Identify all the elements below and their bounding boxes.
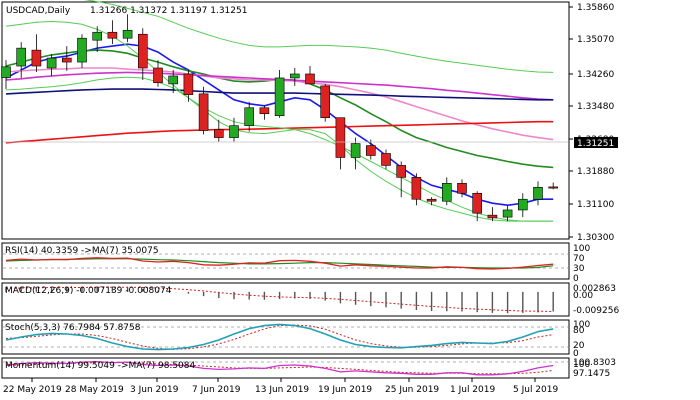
candle-body (457, 183, 467, 194)
svg-text:70: 70 (573, 254, 585, 264)
price-tick: 1.35070 (577, 35, 614, 45)
candle-body (77, 37, 87, 63)
candle-body (517, 198, 528, 211)
svg-text:0: 0 (573, 274, 579, 284)
moving-average-line (83, 0, 554, 73)
svg-text:97.1475: 97.1475 (573, 369, 610, 379)
candle-body (198, 93, 209, 131)
svg-text:0: 0 (573, 349, 579, 359)
svg-text:0.00: 0.00 (573, 291, 593, 301)
candle-body (411, 177, 422, 200)
candle-body (153, 67, 163, 84)
svg-text:100: 100 (573, 360, 590, 370)
stoch-axis: 100 80 20 0 (573, 320, 590, 359)
svg-text:30: 30 (573, 264, 585, 274)
stoch-lines (5, 323, 554, 351)
macd-axis: 0.002863 0.00 -0.009256 (573, 284, 619, 316)
stoch-k-line (5, 323, 554, 351)
macd-label: MACD(12,26,9) -0.007139 -0.008074 (5, 286, 172, 296)
price-tick: 1.35860 (577, 3, 614, 13)
candle-body (472, 192, 483, 214)
date-tick: 22 May 2019 (3, 385, 62, 395)
candle-body (441, 183, 452, 202)
svg-text:80: 80 (573, 326, 585, 336)
ohlc-readout: 1.31266 1.31372 1.31197 1.31251 (90, 6, 247, 16)
price-tick: 1.30300 (577, 233, 614, 243)
candle-body (305, 73, 315, 85)
candle-body (502, 209, 513, 218)
momentum-axis: 100.8303 100 97.1475 (573, 358, 616, 379)
candle-body (335, 117, 346, 158)
momentum-line (5, 360, 554, 376)
date-tick: 7 Jun 2019 (192, 385, 241, 395)
rsi-label: RSI(14) 40.3359 ->MA(7) 35.0075 (5, 246, 159, 256)
candle-body (107, 31, 118, 39)
svg-text:-0.009256: -0.009256 (573, 306, 619, 316)
rsi-axis: 100 70 30 0 (573, 244, 590, 284)
moving-average-line (5, 120, 554, 144)
candle-body (1, 66, 11, 78)
candle-body (365, 145, 376, 156)
moving-average-line (5, 76, 554, 222)
price-tick: 1.31880 (577, 167, 614, 177)
candle-body (16, 47, 27, 67)
candle-body (548, 186, 559, 189)
price-tick: 1.33480 (577, 102, 614, 112)
price-tick: 1.34260 (577, 70, 614, 80)
svg-text:0.002863: 0.002863 (573, 284, 616, 294)
date-tick: 5 Jul 2019 (513, 385, 558, 395)
main-title: USDCAD,Daily (6, 6, 71, 16)
date-tick: 28 May 2019 (65, 385, 124, 395)
macd-signal-line (5, 286, 554, 312)
candle-body (259, 107, 270, 115)
candle-body (138, 33, 148, 69)
date-tick: 19 Jun 2019 (318, 385, 372, 395)
candle-body (274, 77, 285, 117)
rsi-lines (5, 257, 554, 270)
candle-body (320, 85, 331, 119)
momentum-pane (1, 357, 570, 379)
macd-pane (1, 282, 570, 317)
stoch-label: Stoch(5,3,3) 76.7984 57.8758 (5, 323, 141, 333)
candle-body (214, 129, 224, 138)
rsi-pane (1, 242, 570, 280)
candle-body (487, 214, 498, 219)
date-tick: 3 Jun 2019 (130, 385, 179, 395)
candle-body (183, 73, 194, 95)
svg-text:100: 100 (573, 244, 590, 254)
candle-body (61, 57, 72, 63)
svg-text:20: 20 (573, 341, 585, 351)
current-price-box (574, 137, 618, 148)
candle-body (289, 73, 300, 79)
date-tick: 25 Jun 2019 (385, 385, 439, 395)
candle-body (168, 75, 178, 85)
date-tick: 13 Jun 2019 (255, 385, 309, 395)
stoch-pane (1, 319, 570, 355)
date-axis: 22 May 2019 28 May 2019 3 Jun 2019 7 Jun… (3, 378, 558, 395)
candles (1, 14, 559, 222)
date-tick: 1 Jul 2019 (450, 385, 495, 395)
svg-text:100: 100 (573, 320, 590, 330)
candle-body (31, 49, 42, 67)
momentum-lines (5, 360, 554, 376)
current-price-label: 1.31251 (577, 139, 614, 149)
price-pane (1, 1, 570, 240)
rsi-line (5, 257, 554, 270)
candle-body (229, 125, 239, 138)
candle-body (122, 29, 133, 39)
momentum-label: Momentum(14) 99.5049 ->MA(7) 98.5084 (5, 361, 196, 371)
candle-body (533, 186, 543, 200)
macd-bars (5, 286, 554, 314)
svg-text:100.8303: 100.8303 (573, 358, 616, 368)
candle-body (46, 57, 57, 69)
candle-body (381, 153, 391, 166)
candle-body (350, 143, 361, 158)
candle-body (244, 107, 254, 126)
candle-body (396, 165, 407, 178)
price-tick: 1.31100 (577, 200, 614, 210)
candle-body (426, 198, 437, 202)
candle-body (92, 31, 102, 41)
